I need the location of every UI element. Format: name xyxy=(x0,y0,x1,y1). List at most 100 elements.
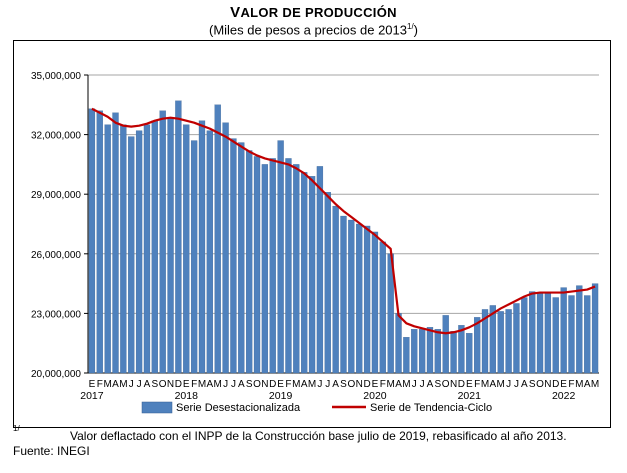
legend-swatch-bars xyxy=(141,401,173,414)
y-tick-label: 23,000,000 xyxy=(31,309,81,320)
x-month-label: D xyxy=(552,379,559,390)
bar xyxy=(568,295,575,374)
chart-title-initial: V xyxy=(230,4,241,21)
bar xyxy=(521,297,528,374)
x-month-label: D xyxy=(363,379,370,390)
bar xyxy=(332,205,339,374)
chart-title-rest: ALOR DE PRODUCCIÓN xyxy=(240,5,397,20)
bar xyxy=(135,130,143,374)
bar xyxy=(277,140,284,374)
chart-subtitle-text: (Miles de pesos a precios de 2013 xyxy=(208,22,407,38)
x-month-label: M xyxy=(386,379,394,390)
x-month-label: E xyxy=(89,379,96,390)
x-month-label: J xyxy=(325,379,330,390)
bar xyxy=(458,325,465,374)
x-month-label: O xyxy=(442,379,450,390)
bar xyxy=(505,309,512,374)
x-month-label: M xyxy=(497,379,505,390)
x-month-label: A xyxy=(301,379,308,390)
x-month-label: M xyxy=(214,379,222,390)
x-month-label: O xyxy=(159,379,167,390)
x-month-label: E xyxy=(372,379,379,390)
bar xyxy=(167,118,174,374)
bar xyxy=(198,120,206,374)
x-month-label: E xyxy=(560,379,567,390)
x-month-label: S xyxy=(151,379,158,390)
x-month-label: A xyxy=(112,379,119,390)
x-month-label: J xyxy=(514,379,519,390)
bar xyxy=(450,331,457,374)
x-year-label: 2018 xyxy=(175,390,199,402)
bar xyxy=(206,130,213,374)
bar xyxy=(497,311,504,374)
x-month-label: N xyxy=(167,379,174,390)
bar xyxy=(128,136,135,374)
bar xyxy=(403,337,410,374)
x-month-label: F xyxy=(191,379,197,390)
footnote: 1/ Valor deflactado con el INPP de la Co… xyxy=(13,424,567,443)
bar xyxy=(293,164,300,374)
bar xyxy=(222,122,229,374)
source-note: Fuente: INEGI xyxy=(13,444,90,458)
x-year-label: 2022 xyxy=(552,390,576,402)
bar xyxy=(544,293,552,374)
x-month-label: A xyxy=(207,379,214,390)
x-month-label: J xyxy=(506,379,511,390)
x-month-label: S xyxy=(246,379,253,390)
y-tick-label: 20,000,000 xyxy=(31,369,81,380)
bar xyxy=(418,329,426,374)
x-year-label: 2017 xyxy=(80,390,104,402)
x-year-label: 2019 xyxy=(269,390,293,402)
x-month-label: F xyxy=(285,379,291,390)
bar xyxy=(576,285,583,374)
x-month-label: F xyxy=(380,379,386,390)
bar xyxy=(474,317,481,374)
x-month-label: A xyxy=(332,379,339,390)
bar xyxy=(411,329,418,374)
x-month-label: J xyxy=(223,379,228,390)
x-month-label: O xyxy=(536,379,544,390)
bar xyxy=(175,100,182,374)
bar xyxy=(324,192,331,374)
bar xyxy=(434,329,441,374)
x-month-label: M xyxy=(198,379,206,390)
bar xyxy=(88,108,96,374)
x-month-label: E xyxy=(466,379,473,390)
bar xyxy=(489,305,497,374)
x-month-label: F xyxy=(474,379,480,390)
bar xyxy=(560,287,567,374)
x-month-label: M xyxy=(591,379,599,390)
x-month-label: J xyxy=(231,379,236,390)
x-month-label: D xyxy=(175,379,182,390)
bar xyxy=(269,158,276,374)
bar xyxy=(246,150,253,374)
bar xyxy=(151,120,158,374)
chart-subtitle-end: ) xyxy=(413,22,419,38)
bar xyxy=(513,303,520,374)
x-month-label: E xyxy=(277,379,284,390)
chart-subtitle: (Miles de pesos a precios de 20131/) xyxy=(0,22,627,37)
x-year-label: 2021 xyxy=(458,390,482,402)
chart-title: VALOR DE PRODUCCIÓN xyxy=(0,4,627,21)
x-month-label: D xyxy=(269,379,276,390)
x-month-label: F xyxy=(97,379,103,390)
x-month-label: J xyxy=(129,379,134,390)
bar xyxy=(261,164,269,374)
bar xyxy=(120,124,127,374)
x-month-label: J xyxy=(317,379,322,390)
x-month-label: M xyxy=(103,379,111,390)
bar xyxy=(214,104,221,374)
bar xyxy=(285,158,292,374)
x-year-label: 2020 xyxy=(363,390,387,402)
x-month-label: A xyxy=(144,379,151,390)
x-month-label: J xyxy=(420,379,425,390)
bar xyxy=(190,140,198,374)
bar xyxy=(552,297,559,374)
bar xyxy=(442,315,449,374)
x-month-label: M xyxy=(481,379,489,390)
bar xyxy=(379,241,386,374)
bar xyxy=(371,231,379,374)
bar xyxy=(238,142,245,374)
bar xyxy=(230,138,237,374)
x-month-label: O xyxy=(347,379,355,390)
